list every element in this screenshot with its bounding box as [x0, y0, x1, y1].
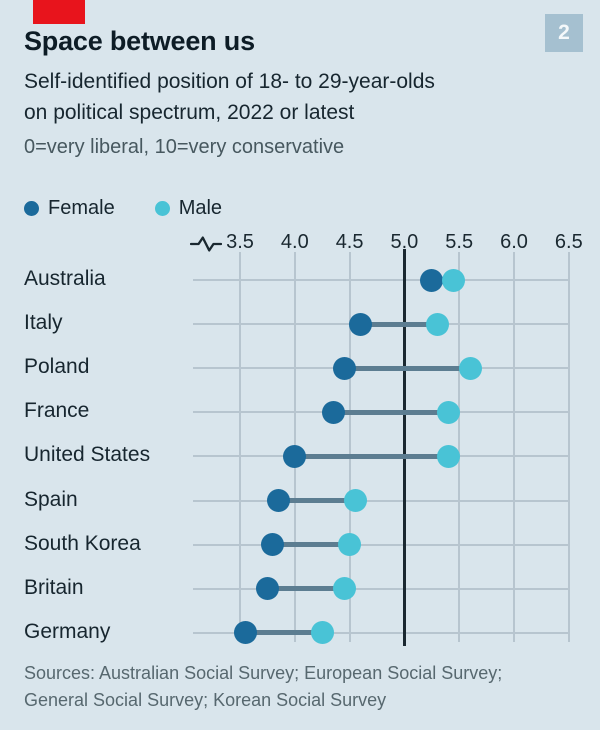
row-gridline [193, 543, 570, 546]
x-gridline [239, 252, 241, 642]
legend-item-female: Female [24, 197, 115, 220]
male-dot [458, 356, 482, 380]
male-dot [436, 444, 460, 468]
country-label: Britain [24, 575, 84, 599]
country-label: South Korea [24, 531, 141, 555]
male-dot [338, 533, 362, 557]
male-dot [310, 621, 334, 645]
x-tick-label: 4.5 [335, 231, 364, 253]
male-dot [332, 577, 356, 601]
male-dot [343, 489, 367, 512]
female-legend-dot-icon [24, 201, 39, 216]
sources-line1: Sources: Australian Social Survey; Europ… [24, 663, 503, 683]
dumbbell-connector [294, 453, 449, 459]
legend-label-male: Male [178, 197, 223, 219]
row-gridline [193, 279, 570, 281]
male-dot [425, 312, 449, 336]
country-label: United States [24, 443, 151, 467]
dumbbell-connector [278, 498, 356, 503]
dumbbell-connector [344, 365, 471, 371]
country-label: Italy [24, 311, 63, 335]
row-gridline [193, 631, 570, 634]
reference-line [402, 249, 406, 646]
sources-note: Sources: Australian Social Survey; Europ… [24, 660, 502, 714]
row-gridline [193, 587, 570, 590]
scale-note: 0=very liberal, 10=very conservative [24, 136, 345, 158]
female-dot [420, 268, 444, 292]
female-dot [332, 356, 356, 380]
female-dot [283, 444, 307, 468]
male-dot [442, 268, 466, 292]
x-tick-label: 6.0 [500, 231, 528, 253]
legend: Female Male [24, 197, 222, 220]
dumbbell-connector [333, 409, 449, 415]
axis-break-icon [190, 236, 222, 252]
dumbbell-connector [360, 321, 438, 327]
male-dot [436, 400, 460, 424]
dumbbell-chart: 3.5 4.0 4.5 5.0 5.5 6.0 6.5 Australia Italy Polan… [0, 230, 600, 652]
legend-item-male: Male [154, 197, 223, 220]
female-dot [255, 577, 279, 601]
x-gridline [348, 252, 351, 642]
row-gridline [193, 499, 570, 502]
x-gridline [567, 252, 570, 642]
chart-title: Space between us [24, 26, 255, 56]
dumbbell-connector [272, 542, 350, 548]
x-tick-label: 4.0 [280, 231, 309, 253]
x-tick-label: 5.0 [390, 231, 419, 253]
x-gridline [458, 252, 461, 642]
dumbbell-connector [245, 630, 323, 636]
sources-line2: General Social Survey; Korean Social Sur… [24, 690, 387, 710]
figure-number: 2 [558, 21, 570, 44]
figure-number-badge: 2 [545, 14, 583, 52]
female-dot [261, 533, 285, 557]
female-dot [266, 489, 290, 512]
x-tick-label: 6.5 [554, 231, 583, 253]
country-label: Poland [24, 355, 90, 379]
brand-red-tab-icon [33, 0, 85, 24]
x-tick-label: 3.5 [226, 231, 254, 253]
legend-label-female: Female [48, 197, 115, 219]
country-label: Germany [24, 619, 111, 643]
female-dot [349, 312, 373, 336]
male-legend-dot-icon [154, 201, 170, 216]
dumbbell-connector [267, 586, 345, 592]
country-label: France [24, 399, 90, 423]
country-label: Spain [24, 487, 78, 511]
female-dot [233, 621, 257, 645]
female-dot [321, 400, 345, 424]
chart-subtitle-line1: Self-identified position of 18- to 29-ye… [24, 70, 435, 93]
x-gridline [513, 252, 515, 642]
country-label: Australia [24, 267, 106, 290]
x-tick-label: 5.5 [445, 231, 474, 253]
chart-subtitle-line2: on political spectrum, 2022 or latest [24, 101, 355, 124]
